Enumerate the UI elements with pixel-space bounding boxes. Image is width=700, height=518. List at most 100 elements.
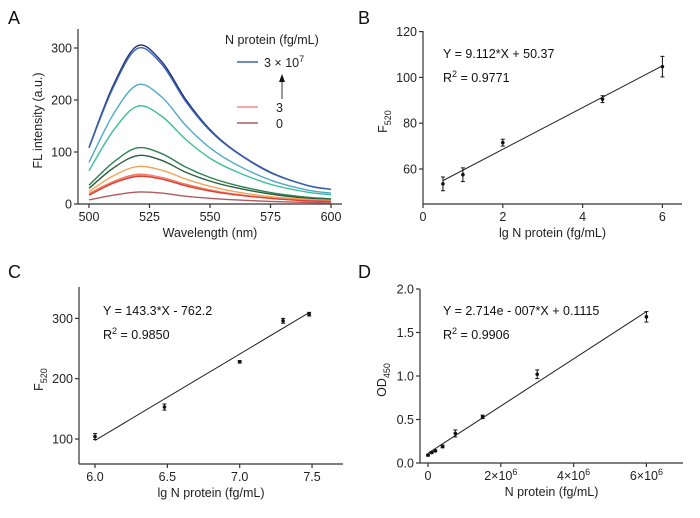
x-tick-label-text: 4×10 (557, 469, 585, 483)
spectrum-line-9 (88, 175, 332, 203)
fit-line (442, 65, 663, 182)
r2-label: R (443, 71, 452, 85)
fit-line (94, 312, 310, 441)
x-tick-label: 6.0 (86, 470, 103, 484)
x-tick-exponent: 6 (512, 467, 517, 477)
x-tick-label: 575 (260, 210, 281, 224)
data-point (453, 431, 458, 436)
panel-letter: B (358, 8, 370, 28)
spectrum-line-3 (88, 105, 332, 196)
y-axis-label: F520 (32, 368, 49, 391)
y-tick-label: 200 (51, 94, 72, 108)
legend-label: 0 (276, 117, 283, 131)
r2-value: = 0.9850 (117, 328, 170, 342)
data-point (433, 449, 438, 453)
x-tick-label-text: 6.0 (86, 470, 103, 484)
x-tick-label-text: 6×10 (630, 469, 658, 483)
y-tick-label: 300 (52, 312, 73, 326)
x-tick-exponent: 6 (585, 467, 590, 477)
data-point (660, 64, 665, 69)
r2-value: = 0.9906 (457, 328, 510, 342)
data-point (93, 434, 97, 439)
x-tick-label-text: 2×10 (484, 469, 512, 483)
data-point (461, 172, 465, 177)
legend-title: N protein (fg/mL) (225, 33, 319, 47)
y-axis-label-subscript: 520 (39, 368, 49, 383)
r2-value: = 0.9771 (457, 71, 510, 85)
y-axis-label-text: F (32, 383, 46, 391)
panel-C: C 6.0 6.5 7.0 7.5 100 200 300 lg N protein (fg/m… (8, 262, 343, 500)
fit-equation: Y = 9.112*X + 50.37 (443, 47, 554, 61)
r2-label: R (443, 328, 452, 342)
legend-label: 3 × 107 (264, 54, 304, 70)
r-squared: R2 = 0.9906 (443, 326, 510, 342)
y-axis-label: OD450 (375, 363, 392, 397)
panel-B: B 0 2 4 6 60 80 100 120 lg N protein (fg/mL) F520 Y… (358, 8, 682, 240)
x-tick-label: 7.0 (231, 470, 248, 484)
data-point (162, 405, 167, 409)
x-tick-label: 6.5 (159, 470, 176, 484)
x-tick-label-text: 6 (659, 210, 666, 224)
panel-letter: D (358, 262, 371, 282)
data-point (480, 415, 485, 419)
y-tick-label: 100 (396, 71, 417, 85)
data-point (501, 140, 505, 145)
x-tick-exponent: 6 (658, 467, 663, 477)
r2-sup: 2 (112, 326, 117, 336)
x-axis-label: Wavelength (nm) (163, 226, 258, 240)
x-axis-label: N protein (fg/mL) (505, 485, 599, 499)
data-point (440, 444, 445, 449)
spectrum-line-1 (88, 47, 332, 191)
x-tick-label-text: 7.0 (231, 470, 248, 484)
spectrum-line-5 (88, 154, 332, 201)
y-tick-label: 0.5 (397, 413, 414, 427)
data-point (441, 182, 445, 186)
y-tick-label: 100 (52, 433, 73, 447)
spectrum-line-6 (88, 165, 332, 202)
x-tick-label-text: 0 (425, 469, 432, 483)
x-tick-label: 6×106 (630, 467, 663, 483)
data-point (535, 372, 539, 377)
x-tick-label: 2×106 (484, 467, 517, 483)
legend: N protein (fg/mL) 3 × 107 3 0 (225, 33, 319, 131)
x-tick-label: 0 (425, 469, 432, 483)
legend-label-text: 3 × 10 (264, 56, 299, 70)
x-axis-label: lg N protein (fg/mL) (499, 226, 606, 240)
data-point (281, 319, 285, 323)
data-point (426, 453, 430, 457)
y-tick-label: 1.0 (397, 370, 414, 384)
x-tick-label: 4×106 (557, 467, 590, 483)
panel-letter: A (8, 8, 20, 28)
x-tick-label-text: 2 (499, 210, 506, 224)
fit-equation: Y = 2.714e - 007*X + 0.1115 (443, 304, 599, 318)
x-axis-label: lg N protein (fg/mL) (158, 486, 265, 500)
data-point (429, 450, 434, 455)
spectrum-line-4 (88, 146, 332, 200)
x-tick-label-text: 7.5 (303, 470, 320, 484)
x-tick-label: 7.5 (303, 470, 320, 484)
y-axis-label-text: FL intensity (a.u.) (31, 72, 45, 168)
fit-equation: Y = 143.3*X - 762.2 (103, 304, 212, 318)
increase-arrow-icon (279, 74, 285, 82)
data-point (237, 360, 242, 364)
y-tick-label: 0 (65, 198, 72, 212)
y-axis-label: FL intensity (a.u.) (31, 72, 45, 168)
y-tick-label: 2.0 (397, 283, 414, 297)
data-point (307, 312, 311, 316)
x-tick-label: 2 (499, 210, 506, 224)
y-tick-label: 100 (51, 146, 72, 160)
y-tick-label: 1.5 (397, 326, 414, 340)
x-tick-label-text: 550 (200, 210, 221, 224)
r2-label: R (103, 328, 112, 342)
data-point (644, 315, 649, 319)
y-tick-label: 0.0 (397, 457, 414, 471)
legend-label: 3 (276, 101, 283, 115)
spectrum-line-10 (88, 191, 332, 204)
x-tick-label: 525 (139, 210, 160, 224)
x-tick-label-text: 600 (321, 210, 342, 224)
x-tick-label: 550 (200, 210, 221, 224)
y-tick-label: 60 (403, 163, 417, 177)
x-tick-label: 500 (79, 210, 100, 224)
